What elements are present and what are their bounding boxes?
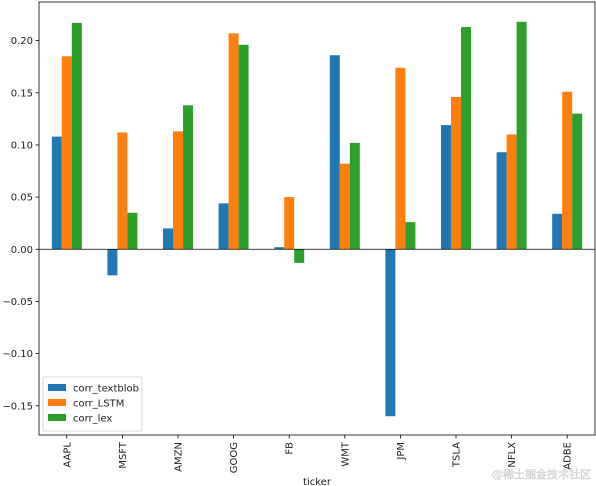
bar-corr_LSTM-NFLX: [506, 134, 517, 250]
y-tick-label: 0.05: [11, 193, 33, 204]
legend-swatch-corr_lex: [48, 414, 66, 421]
bar-corr_textblob-AMZN: [163, 228, 173, 250]
bar-corr_textblob-WMT: [329, 55, 340, 250]
bar-corr_textblob-AAPL: [51, 136, 62, 250]
x-axis: AAPL MSFT AMZN GOOG FB WMT JPM TSLA NFLX ADBE: [62, 435, 574, 473]
bar-corr_textblob-JPM: [385, 249, 396, 417]
bar-corr_lex-GOOG: [238, 44, 249, 250]
bar-corr_LSTM-ADBE: [562, 91, 573, 250]
x-tick-label-AMZN: AMZN: [174, 442, 185, 472]
watermark-text: @稀土掘金技术社区: [492, 467, 591, 481]
y-tick-label: 0.20: [11, 36, 33, 47]
bar-corr_LSTM-AMZN: [173, 131, 183, 250]
x-tick-label-JPM: JPM: [396, 442, 407, 461]
y-axis: −0.15 −0.10 −0.05 0.00 0.05 0.10 0.15 0.20: [2, 36, 39, 412]
x-tick-label-GOOG: GOOG: [229, 442, 240, 473]
legend-label-corr_LSTM: corr_LSTM: [73, 399, 124, 410]
bar-corr_textblob-MSFT: [107, 249, 118, 276]
y-tick-label: −0.10: [2, 349, 33, 360]
legend-label-corr_textblob: corr_textblob: [73, 384, 139, 395]
x-tick-label-WMT: WMT: [340, 441, 351, 467]
y-tick-label: 0.00: [11, 245, 33, 256]
bar-corr_textblob-NFLX: [496, 152, 507, 250]
bar-corr_lex-JPM: [405, 222, 416, 250]
bar-corr_lex-WMT: [349, 142, 360, 250]
y-tick-label: −0.15: [2, 401, 33, 412]
legend: corr_textblob corr_LSTM corr_lex: [42, 376, 143, 432]
bar-corr_lex-MSFT: [127, 212, 138, 250]
x-tick-label-MSFT: MSFT: [118, 441, 129, 469]
bar-corr_lex-TSLA: [461, 27, 471, 250]
bar-corr_LSTM-TSLA: [451, 96, 461, 250]
legend-frame: [42, 376, 143, 432]
bar-corr_lex-FB: [294, 249, 305, 263]
bar-corr_lex-ADBE: [572, 113, 583, 250]
x-tick-label-FB: FB: [285, 442, 296, 455]
bar-corr_textblob-TSLA: [441, 125, 451, 250]
legend-swatch-corr_LSTM: [48, 399, 66, 406]
bar-corr_lex-AMZN: [183, 105, 193, 250]
y-tick-label: −0.05: [2, 297, 33, 308]
x-tick-label-ADBE: ADBE: [563, 442, 574, 470]
bar-corr_textblob-FB: [274, 247, 285, 250]
legend-swatch-corr_textblob: [48, 384, 66, 391]
bar-corr_LSTM-AAPL: [61, 56, 72, 250]
bar-corr_LSTM-GOOG: [228, 33, 239, 250]
x-tick-label-NFLX: NFLX: [507, 442, 518, 468]
bar-corr_lex-AAPL: [71, 22, 82, 250]
bar-corr_LSTM-JPM: [395, 67, 406, 250]
bar-corr_lex-NFLX: [516, 21, 527, 250]
bar-corr_LSTM-MSFT: [117, 132, 128, 250]
bar-corr_LSTM-FB: [284, 197, 295, 250]
x-tick-label-AAPL: AAPL: [62, 442, 73, 468]
y-tick-label: 0.10: [11, 140, 33, 151]
plot-frame: [38, 1, 596, 436]
bar-corr_textblob-GOOG: [218, 203, 229, 250]
x-axis-label: ticker: [303, 477, 332, 486]
legend-label-corr_lex: corr_lex: [73, 414, 112, 425]
bars-group: [51, 21, 583, 417]
y-tick-label: 0.15: [11, 88, 33, 99]
bar-corr_LSTM-WMT: [339, 163, 350, 250]
x-tick-label-TSLA: TSLA: [452, 442, 463, 468]
bar-corr_textblob-ADBE: [552, 213, 563, 250]
